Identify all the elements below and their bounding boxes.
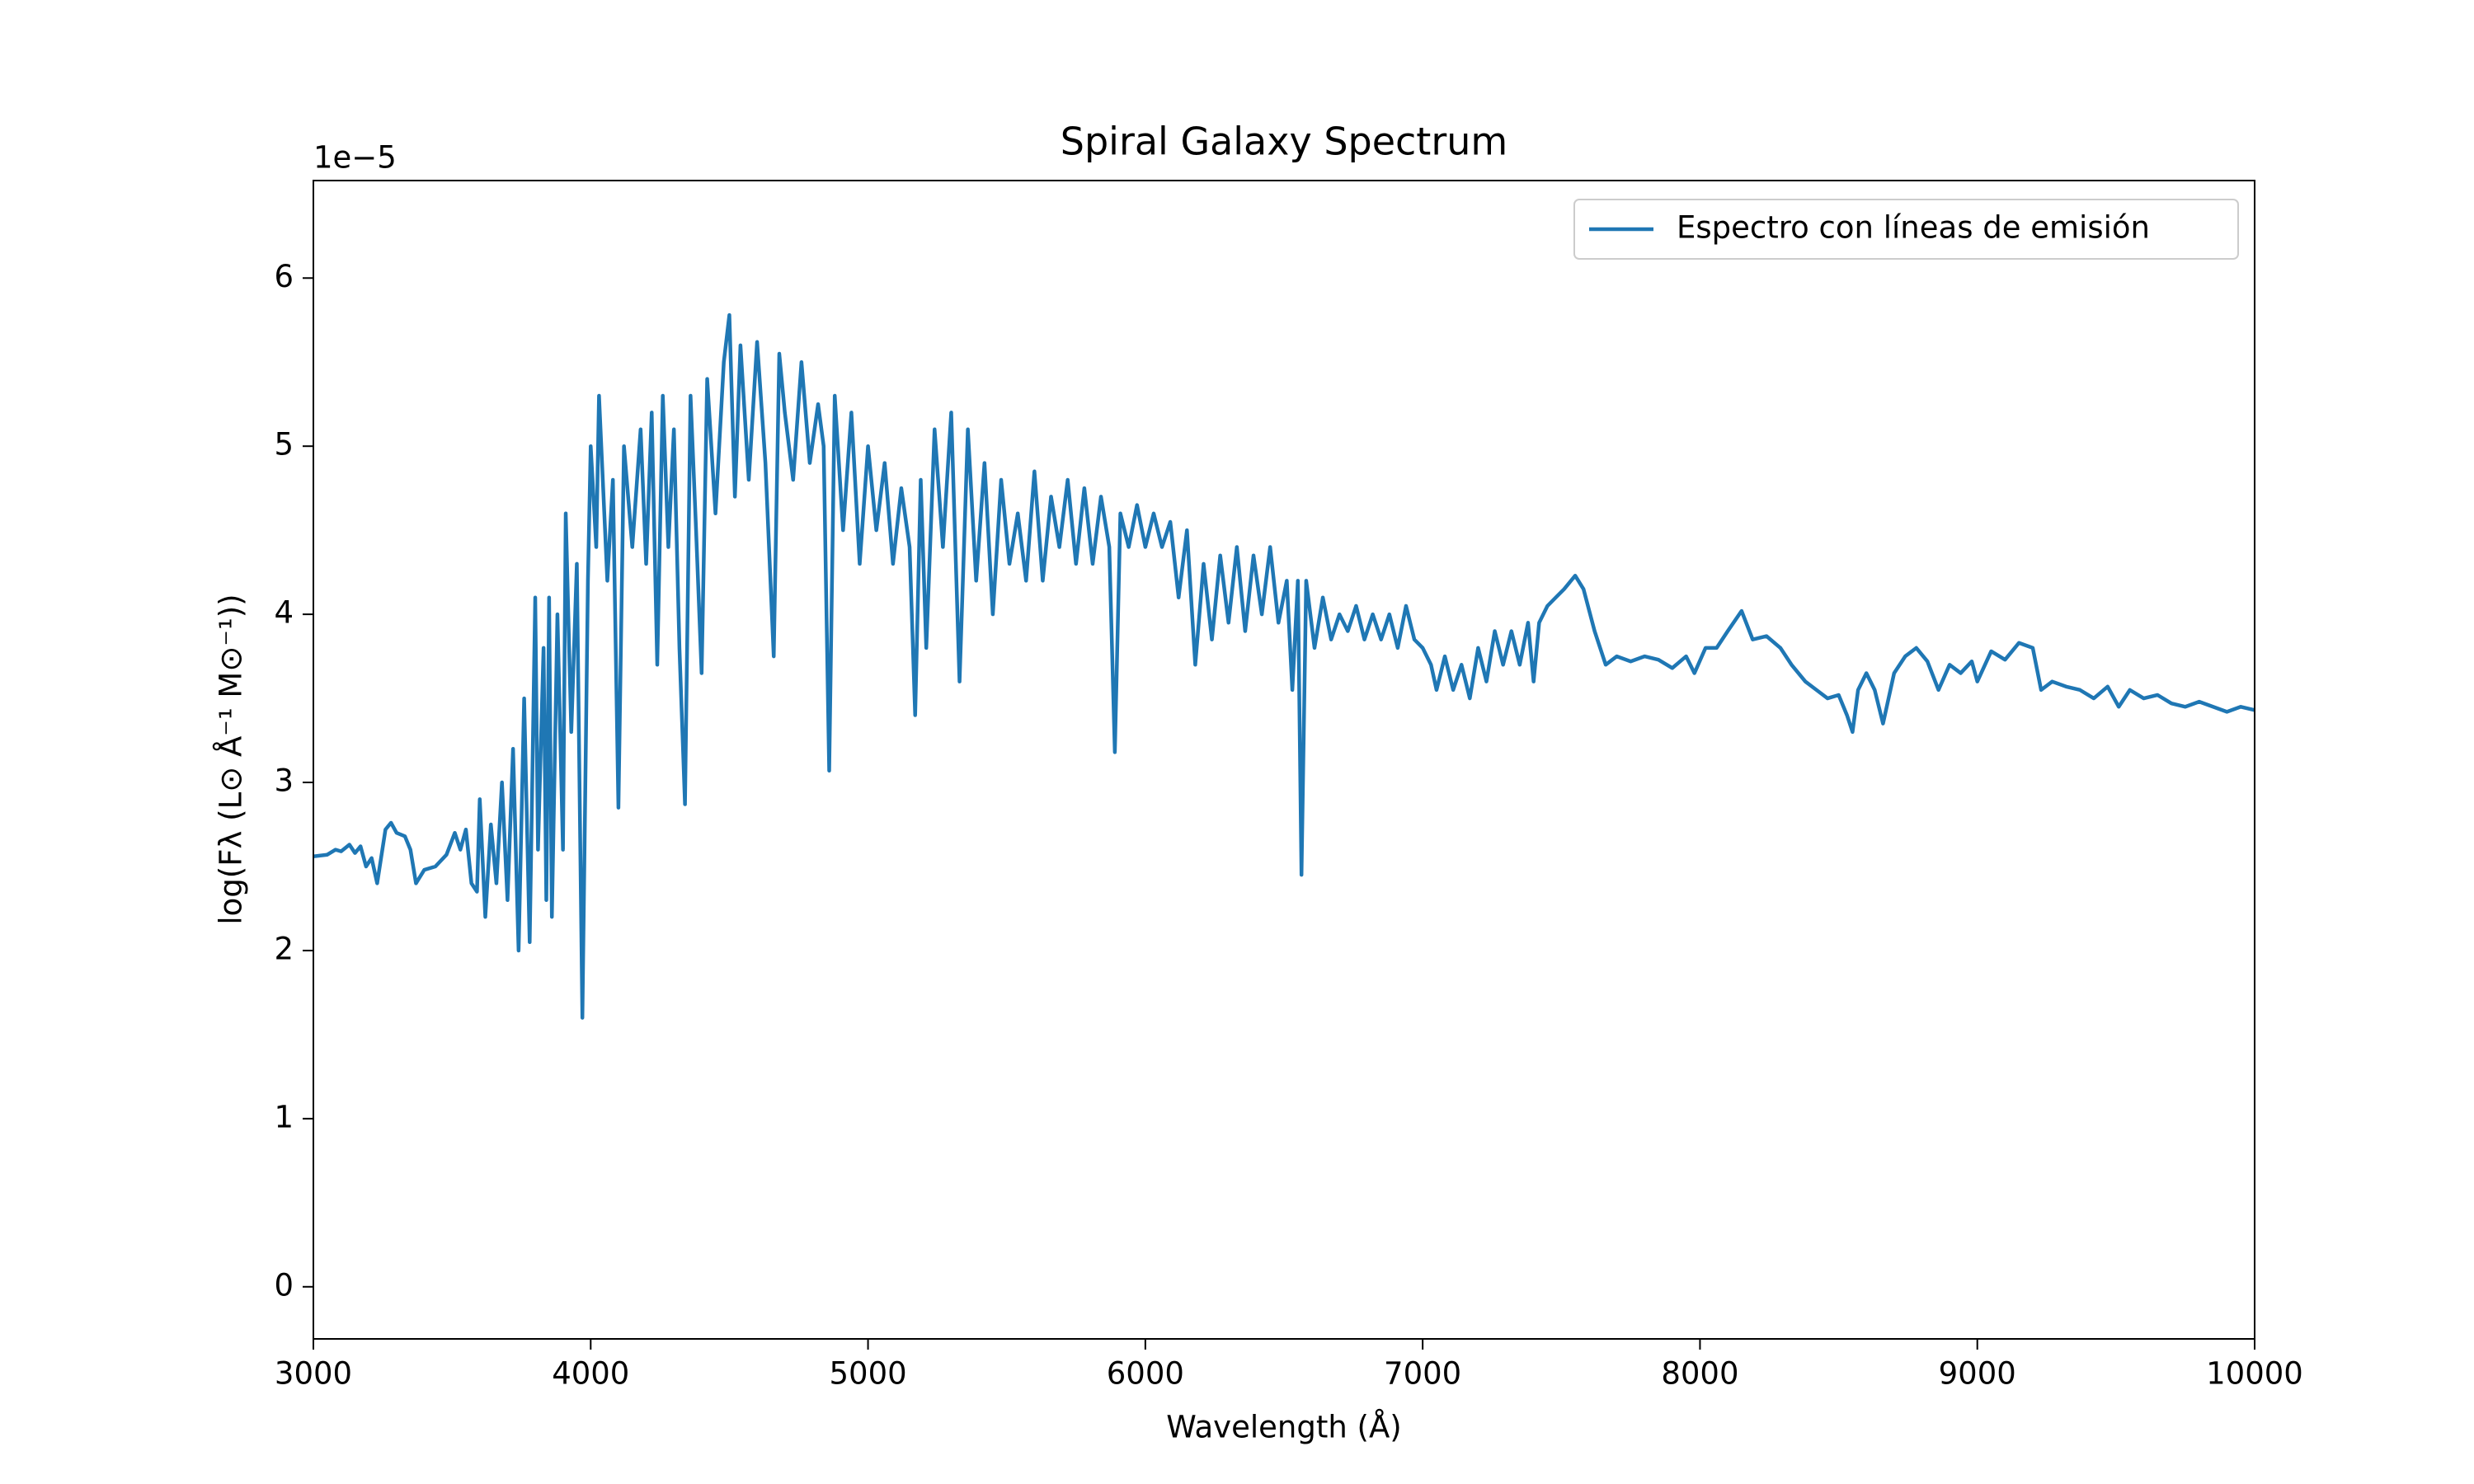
legend-box [1573, 199, 2239, 260]
y-axis-label: log(Fλ (L⊙ Å⁻¹ M⊙⁻¹)) [213, 594, 249, 924]
y-tick-label: 1 [274, 1099, 294, 1134]
spectrum-line [313, 312, 2255, 1020]
y-tick-label: 6 [274, 259, 294, 294]
y-tick-label: 2 [274, 931, 294, 966]
chart-title: Spiral Galaxy Spectrum [1061, 120, 1507, 164]
x-tick-label: 6000 [1107, 1356, 1184, 1392]
x-axis-label: Wavelength (Å) [1166, 1409, 1401, 1445]
y-tick-label: 0 [274, 1267, 294, 1303]
x-tick-label: 8000 [1661, 1356, 1738, 1392]
x-tick-label: 5000 [829, 1356, 906, 1392]
x-tick-label: 7000 [1384, 1356, 1461, 1392]
y-offset-text: 1e−5 [313, 140, 397, 176]
x-tick-label: 10000 [2206, 1356, 2303, 1392]
legend-label: Espectro con líneas de emisión [1677, 210, 2150, 246]
y-tick-label: 4 [274, 595, 294, 631]
plot-frame [313, 180, 2255, 1340]
x-tick-label: 4000 [552, 1356, 629, 1392]
x-tick-label: 9000 [1939, 1356, 2016, 1392]
y-tick-label: 3 [274, 763, 294, 799]
y-tick-label: 5 [274, 427, 294, 463]
x-tick-label: 3000 [275, 1356, 352, 1392]
